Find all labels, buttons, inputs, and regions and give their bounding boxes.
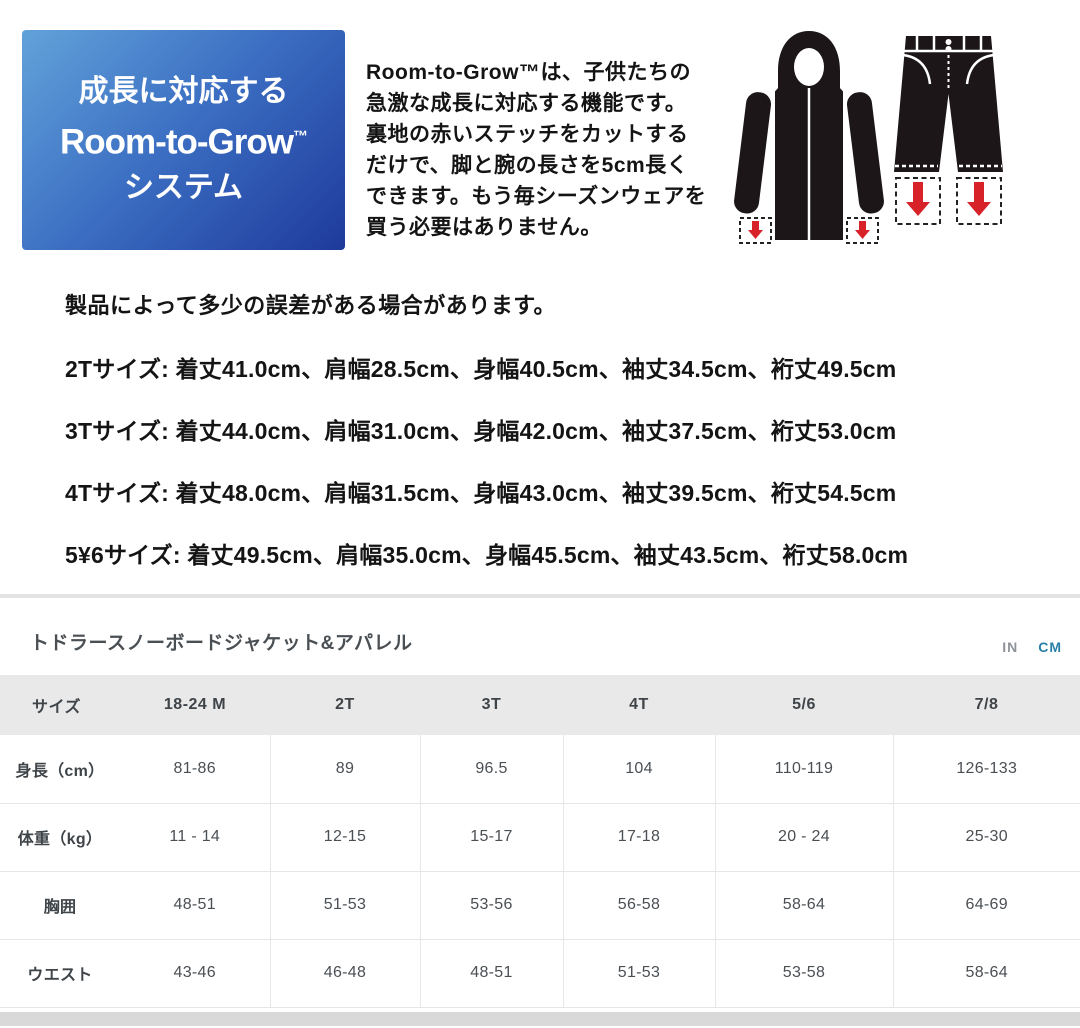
cell: 43-46 (120, 939, 270, 1008)
section-divider (0, 594, 1080, 598)
extend-arrow-icon (967, 182, 991, 216)
row-label: 身長（cm） (0, 735, 120, 804)
column-header-2t: 2T (270, 675, 420, 735)
cell: 46-48 (269, 939, 420, 1008)
banner-product-name: Room-to-Grow™ (60, 114, 308, 166)
sleeve-extension-left (739, 217, 772, 244)
cell: 48-51 (120, 871, 270, 940)
trademark-symbol: ™ (292, 128, 308, 146)
banner-product-text: Room-to-Grow (60, 122, 294, 162)
cell: 126-133 (892, 735, 1080, 804)
unit-toggle-cm[interactable]: CM (1038, 639, 1062, 655)
column-header-18-24m: 18-24 M (120, 675, 270, 735)
tolerance-note: 製品によって多少の誤差がある場合があります。 (65, 293, 557, 318)
cell: 53-56 (419, 871, 563, 940)
cell: 17-18 (562, 803, 715, 872)
banner-line1: 成長に対応する (78, 75, 289, 109)
cell: 64-69 (892, 871, 1080, 940)
cell: 11 - 14 (120, 803, 270, 872)
extend-arrow-icon (906, 182, 930, 216)
table-row-weight: 体重（kg） 11 - 14 12-15 15-17 17-18 20 - 24… (0, 803, 1080, 872)
column-header-3t: 3T (420, 675, 563, 735)
cell: 15-17 (419, 803, 563, 872)
cell: 48-51 (419, 939, 563, 1008)
banner-line2: システム (123, 170, 244, 204)
pants-body (894, 36, 1003, 172)
measurement-notes: 製品によって多少の誤差がある場合があります。 2Tサイズ: 着丈41.0cm、肩… (65, 288, 1055, 598)
room-to-grow-banner: 成長に対応する Room-to-Grow™ システム (22, 30, 345, 250)
size-measurement-line-3t: 3Tサイズ: 着丈44.0cm、肩幅31.0cm、身幅42.0cm、袖丈37.5… (65, 418, 897, 444)
size-chart-table: サイズ 18-24 M 2T 3T 4T 5/6 7/8 身長（cm） 81-8… (0, 675, 1080, 1008)
jacket-illustration (733, 31, 885, 244)
room-to-grow-section: 成長に対応する Room-to-Grow™ システム Room-to-Grow™… (22, 30, 1003, 568)
cell: 104 (562, 735, 715, 804)
row-label: 体重（kg） (0, 803, 120, 872)
cell: 51-53 (562, 939, 715, 1008)
cell: 110-119 (714, 735, 893, 804)
cell: 20 - 24 (714, 803, 893, 872)
column-header-4t: 4T (563, 675, 715, 735)
size-chart-section: トドラースノーボードジャケット&アパレル IN CM サイズ 18-24 M 2… (0, 598, 1080, 1026)
cell: 89 (269, 735, 420, 804)
size-measurement-line-2t: 2Tサイズ: 着丈41.0cm、肩幅28.5cm、身幅40.5cm、袖丈34.5… (65, 356, 897, 382)
sleeve-extension-right (846, 217, 879, 244)
column-header-5-6: 5/6 (715, 675, 893, 735)
size-measurement-line-5-6: 5¥6サイズ: 着丈49.5cm、肩幅35.0cm、身幅45.5cm、袖丈43.… (65, 542, 909, 568)
table-row-chest: 胸囲 48-51 51-53 53-56 56-58 58-64 64-69 (0, 871, 1080, 940)
size-measurement-line-4t: 4Tサイズ: 着丈48.0cm、肩幅31.5cm、身幅43.0cm、袖丈39.5… (65, 480, 897, 506)
column-header-7-8: 7/8 (893, 675, 1080, 735)
jacket-body (733, 31, 885, 242)
table-header-row: サイズ 18-24 M 2T 3T 4T 5/6 7/8 (0, 675, 1080, 735)
cell: 81-86 (120, 735, 270, 804)
leg-extension-left (895, 177, 941, 225)
table-row-waist: ウエスト 43-46 46-48 48-51 51-53 53-58 58-64 (0, 939, 1080, 1008)
table-row-height: 身長（cm） 81-86 89 96.5 104 110-119 126-133 (0, 735, 1080, 804)
cell: 25-30 (892, 803, 1080, 872)
column-header-size: サイズ (0, 675, 120, 735)
cell: 53-58 (714, 939, 893, 1008)
leg-extension-right (956, 177, 1002, 225)
cell: 58-64 (892, 939, 1080, 1008)
extend-arrow-icon (748, 221, 763, 239)
row-label: 胸囲 (0, 871, 120, 940)
size-chart-title: トドラースノーボードジャケット&アパレル (30, 633, 413, 654)
cell: 58-64 (714, 871, 893, 940)
room-to-grow-description: Room-to-Grow™は、子供たちの 急激な成長に対応する機能です。 裏地の… (366, 61, 707, 239)
cell: 96.5 (419, 735, 563, 804)
cell: 51-53 (269, 871, 420, 940)
row-label: ウエスト (0, 939, 120, 1008)
cell: 12-15 (269, 803, 420, 872)
cell: 56-58 (562, 871, 715, 940)
unit-toggle: IN CM (1002, 639, 1064, 655)
extend-arrow-icon (855, 221, 870, 239)
partial-next-table-header (0, 1011, 1080, 1026)
unit-toggle-in[interactable]: IN (1002, 639, 1019, 655)
pants-illustration (894, 36, 1003, 225)
size-chart-header: トドラースノーボードジャケット&アパレル IN CM (0, 598, 1080, 675)
